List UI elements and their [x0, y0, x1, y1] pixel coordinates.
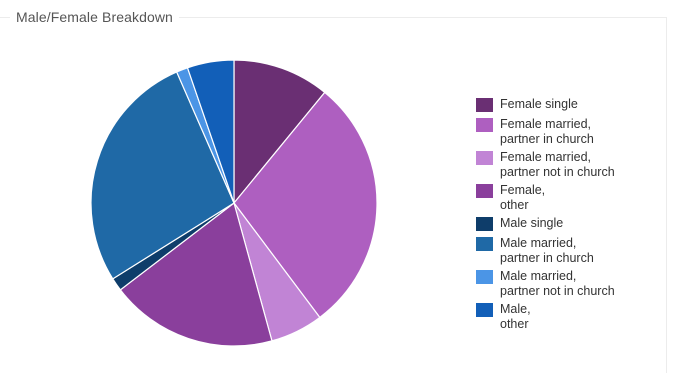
legend-item[interactable]: Female married, partner not in church — [476, 150, 615, 183]
chart-legend: Female single Female married, partner in … — [476, 97, 615, 335]
legend-item[interactable]: Male, other — [476, 302, 615, 335]
legend-label: Female married, partner not in church — [500, 150, 615, 179]
legend-item[interactable]: Female married, partner in church — [476, 117, 615, 150]
chart-title: Male/Female Breakdown — [10, 9, 179, 25]
legend-swatch — [476, 98, 493, 112]
legend-label: Female single — [500, 97, 578, 111]
legend-swatch — [476, 303, 493, 317]
legend-swatch — [476, 270, 493, 284]
legend-item[interactable]: Male single — [476, 216, 615, 236]
legend-label: Male married, partner not in church — [500, 269, 615, 298]
legend-item[interactable]: Male married, partner in church — [476, 236, 615, 269]
legend-label: Male married, partner in church — [500, 236, 594, 265]
legend-swatch — [476, 217, 493, 231]
legend-label: Male single — [500, 216, 564, 230]
pie-slice-4[interactable] — [119, 201, 273, 347]
legend-item[interactable]: Female, other — [476, 183, 615, 216]
legend-swatch — [476, 151, 493, 165]
pie-slice-6[interactable] — [90, 71, 235, 280]
legend-swatch — [476, 184, 493, 198]
legend-label: Male, other — [500, 302, 531, 331]
pie-slices — [90, 59, 378, 347]
pie-slice-1[interactable] — [233, 59, 326, 205]
legend-item[interactable]: Female single — [476, 97, 615, 117]
pie-slice-8[interactable] — [186, 59, 235, 204]
legend-swatch — [476, 118, 493, 132]
legend-label: Female, other — [500, 183, 546, 212]
legend-swatch — [476, 237, 493, 251]
legend-item[interactable]: Male married, partner not in church — [476, 269, 615, 302]
legend-label: Female married, partner in church — [500, 117, 594, 146]
pie-slice-2[interactable] — [233, 91, 378, 319]
chart-frame — [0, 17, 667, 373]
